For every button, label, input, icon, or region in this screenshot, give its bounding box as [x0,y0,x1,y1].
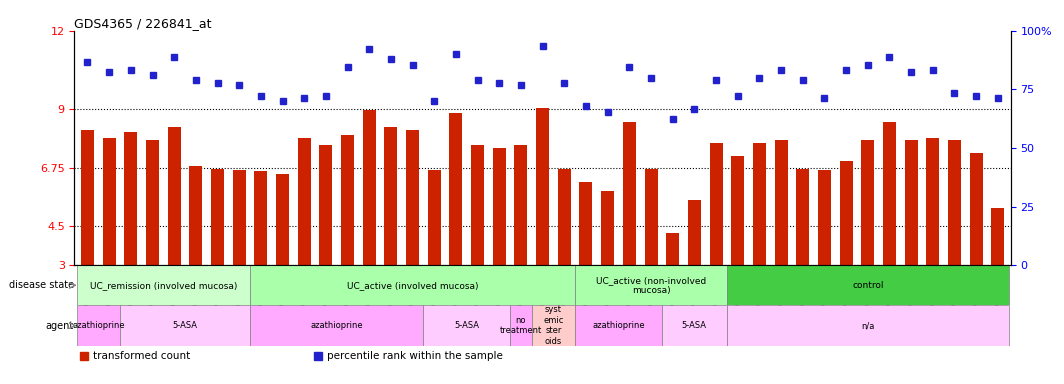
Bar [189,166,202,265]
FancyBboxPatch shape [576,265,727,305]
Text: n/a: n/a [861,321,875,330]
FancyBboxPatch shape [250,305,423,346]
Text: 5-ASA: 5-ASA [172,321,198,330]
Bar [515,146,528,265]
Bar [146,140,159,265]
Bar [645,169,658,265]
Bar [796,169,810,265]
Text: GDS4365 / 226841_at: GDS4365 / 226841_at [74,17,212,30]
Text: 5-ASA: 5-ASA [454,321,479,330]
Bar [753,143,766,265]
Bar [363,110,376,265]
Bar [666,233,679,265]
Bar [969,153,983,265]
Bar [102,137,116,265]
Bar [948,140,961,265]
FancyBboxPatch shape [120,305,250,346]
Bar [687,200,701,265]
Text: percentile rank within the sample: percentile rank within the sample [328,351,503,361]
FancyBboxPatch shape [250,265,576,305]
Bar [861,140,875,265]
Bar [342,135,354,265]
Bar [384,127,398,265]
Bar [883,122,896,265]
Text: azathioprine: azathioprine [72,321,124,330]
Bar [493,148,505,265]
Bar [775,140,787,265]
Bar [839,161,852,265]
Bar [710,143,722,265]
Bar [927,137,940,265]
Bar [298,137,311,265]
Bar [211,169,225,265]
Text: UC_active (non-involved
mucosa): UC_active (non-involved mucosa) [596,276,706,295]
FancyBboxPatch shape [576,305,662,346]
FancyBboxPatch shape [662,305,727,346]
Bar [168,127,181,265]
Bar [580,182,593,265]
Text: UC_remission (involved mucosa): UC_remission (involved mucosa) [89,281,237,290]
Text: syst
emic
ster
oids: syst emic ster oids [544,305,564,346]
FancyBboxPatch shape [727,265,1009,305]
Bar [81,130,94,265]
Text: transformed count: transformed count [94,351,190,361]
Text: UC_active (involved mucosa): UC_active (involved mucosa) [347,281,479,290]
Bar [406,130,419,265]
Text: azathioprine: azathioprine [311,321,363,330]
Bar [558,169,570,265]
FancyBboxPatch shape [77,265,250,305]
Text: control: control [852,281,883,290]
FancyBboxPatch shape [423,305,510,346]
FancyBboxPatch shape [532,305,576,346]
FancyBboxPatch shape [510,305,532,346]
Bar [992,208,1004,265]
Bar [536,108,549,265]
Bar [731,156,744,265]
Bar [904,140,917,265]
Bar [622,122,636,265]
Bar [601,191,614,265]
Bar [233,170,246,265]
Bar [319,146,332,265]
Text: disease state: disease state [9,280,74,290]
FancyBboxPatch shape [727,305,1009,346]
Text: agent: agent [46,321,74,331]
Bar [428,170,440,265]
Text: 5-ASA: 5-ASA [682,321,706,330]
Bar [124,132,137,265]
Bar [276,174,289,265]
Bar [449,113,463,265]
Text: no
treatment: no treatment [500,316,542,335]
Bar [818,170,831,265]
Text: azathioprine: azathioprine [593,321,645,330]
Bar [471,146,484,265]
FancyBboxPatch shape [77,305,120,346]
Bar [254,171,267,265]
